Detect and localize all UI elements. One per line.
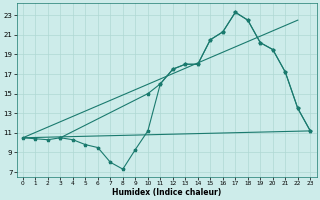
X-axis label: Humidex (Indice chaleur): Humidex (Indice chaleur) [112, 188, 221, 197]
